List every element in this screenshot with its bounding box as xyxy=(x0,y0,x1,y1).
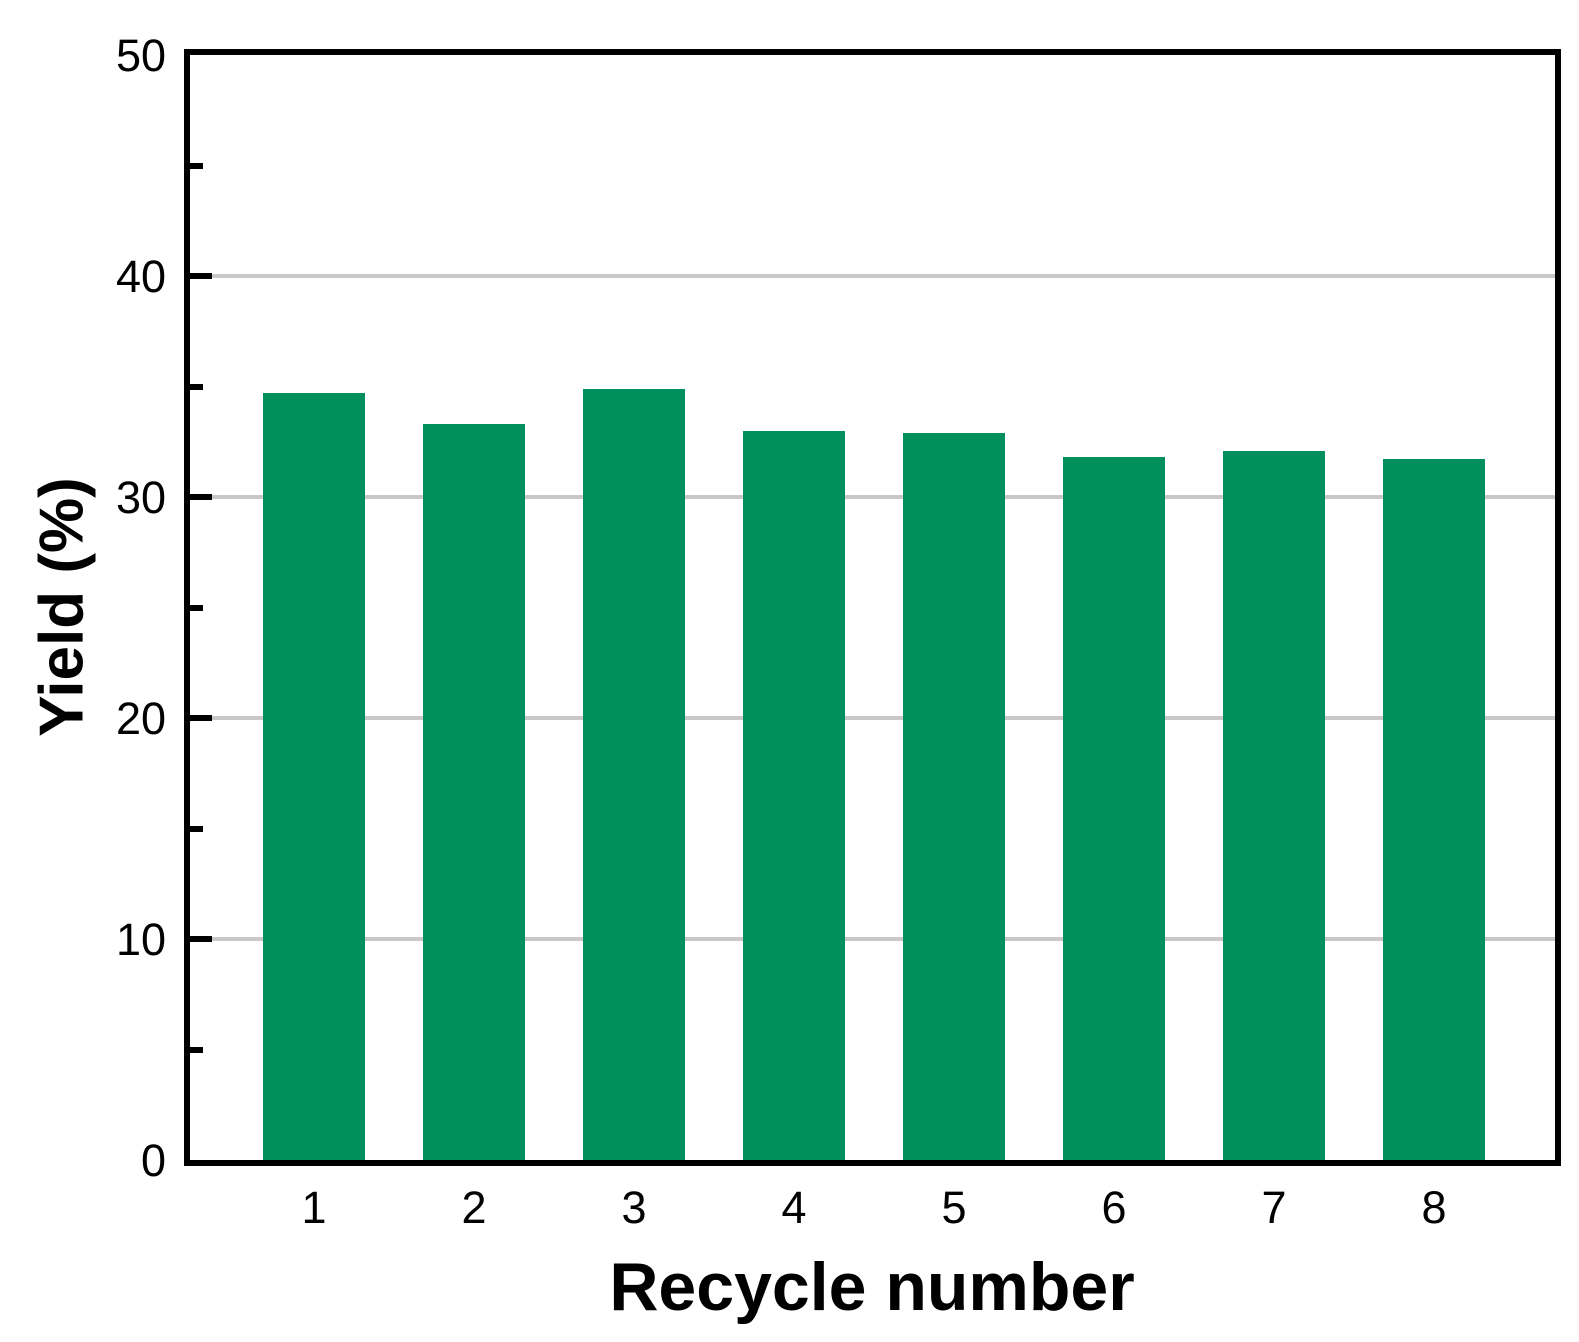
x-tick-label-7: 7 xyxy=(1261,1182,1287,1233)
gridline-y-30 xyxy=(190,495,1555,499)
y-tick-label-30: 30 xyxy=(115,471,166,523)
y-tick-label-50: 50 xyxy=(115,29,166,81)
x-tick-label-2: 2 xyxy=(461,1182,487,1233)
gridline-y-40 xyxy=(190,274,1555,278)
x-tick-label-4: 4 xyxy=(781,1182,807,1233)
y-tick-label-0: 0 xyxy=(140,1134,166,1186)
y-major-tick-30 xyxy=(190,494,212,500)
bar-recycle-8 xyxy=(1383,459,1485,1160)
x-axis-title: Recycle number xyxy=(609,1249,1135,1325)
bar-recycle-2 xyxy=(423,424,525,1160)
y-minor-tick-35 xyxy=(190,383,203,390)
y-tick-label-40: 40 xyxy=(115,250,166,302)
bar-recycle-3 xyxy=(583,388,685,1160)
x-tick-label-5: 5 xyxy=(941,1182,967,1233)
x-tick-label-3: 3 xyxy=(621,1182,647,1233)
y-minor-tick-15 xyxy=(190,825,203,832)
bar-recycle-5 xyxy=(903,432,1005,1160)
y-major-tick-20 xyxy=(190,715,212,721)
bar-recycle-7 xyxy=(1223,450,1325,1160)
gridline-y-10 xyxy=(190,937,1555,941)
bar-recycle-4 xyxy=(743,430,845,1160)
x-tick-label-1: 1 xyxy=(301,1182,327,1233)
y-minor-tick-45 xyxy=(190,162,203,169)
y-minor-tick-5 xyxy=(190,1046,203,1053)
bar-recycle-1 xyxy=(263,393,365,1160)
plot-area xyxy=(184,49,1561,1166)
x-tick-label-8: 8 xyxy=(1421,1182,1447,1233)
bar-recycle-6 xyxy=(1063,457,1165,1160)
y-minor-tick-25 xyxy=(190,604,203,611)
x-tick-label-6: 6 xyxy=(1101,1182,1127,1233)
y-tick-label-10: 10 xyxy=(115,913,166,965)
gridline-y-20 xyxy=(190,716,1555,720)
y-tick-label-20: 20 xyxy=(115,692,166,744)
y-major-tick-10 xyxy=(190,936,212,942)
y-major-tick-40 xyxy=(190,273,212,279)
